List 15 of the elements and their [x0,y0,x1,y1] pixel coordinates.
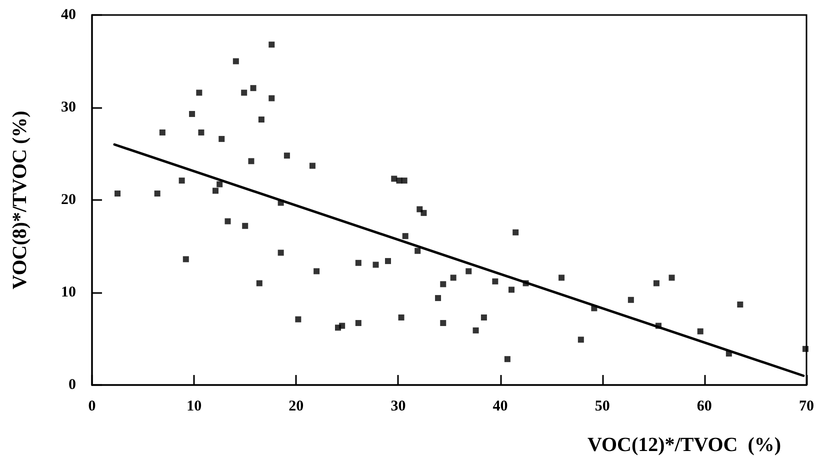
x-tick-label: 30 [390,398,406,414]
x-tick-label: 60 [696,398,712,414]
y-axis-title: VOC(8)*/TVOC (%) [9,110,31,290]
x-axis-title: VOC(12)*/TVOC (%) [587,434,782,456]
x-tick-label: 50 [594,398,610,414]
x-tick-label: 40 [492,398,508,414]
y-tick-label: 10 [61,284,76,300]
x-tick-label: 0 [88,398,96,414]
x-tick-label: 70 [799,398,814,414]
y-tick-label: 0 [68,377,76,393]
x-tick-label: 20 [288,398,304,414]
y-tick-label: 20 [61,192,76,208]
x-tick-label: 10 [186,398,202,414]
y-tick-label: 40 [61,7,76,23]
y-tick-label: 30 [61,100,76,116]
